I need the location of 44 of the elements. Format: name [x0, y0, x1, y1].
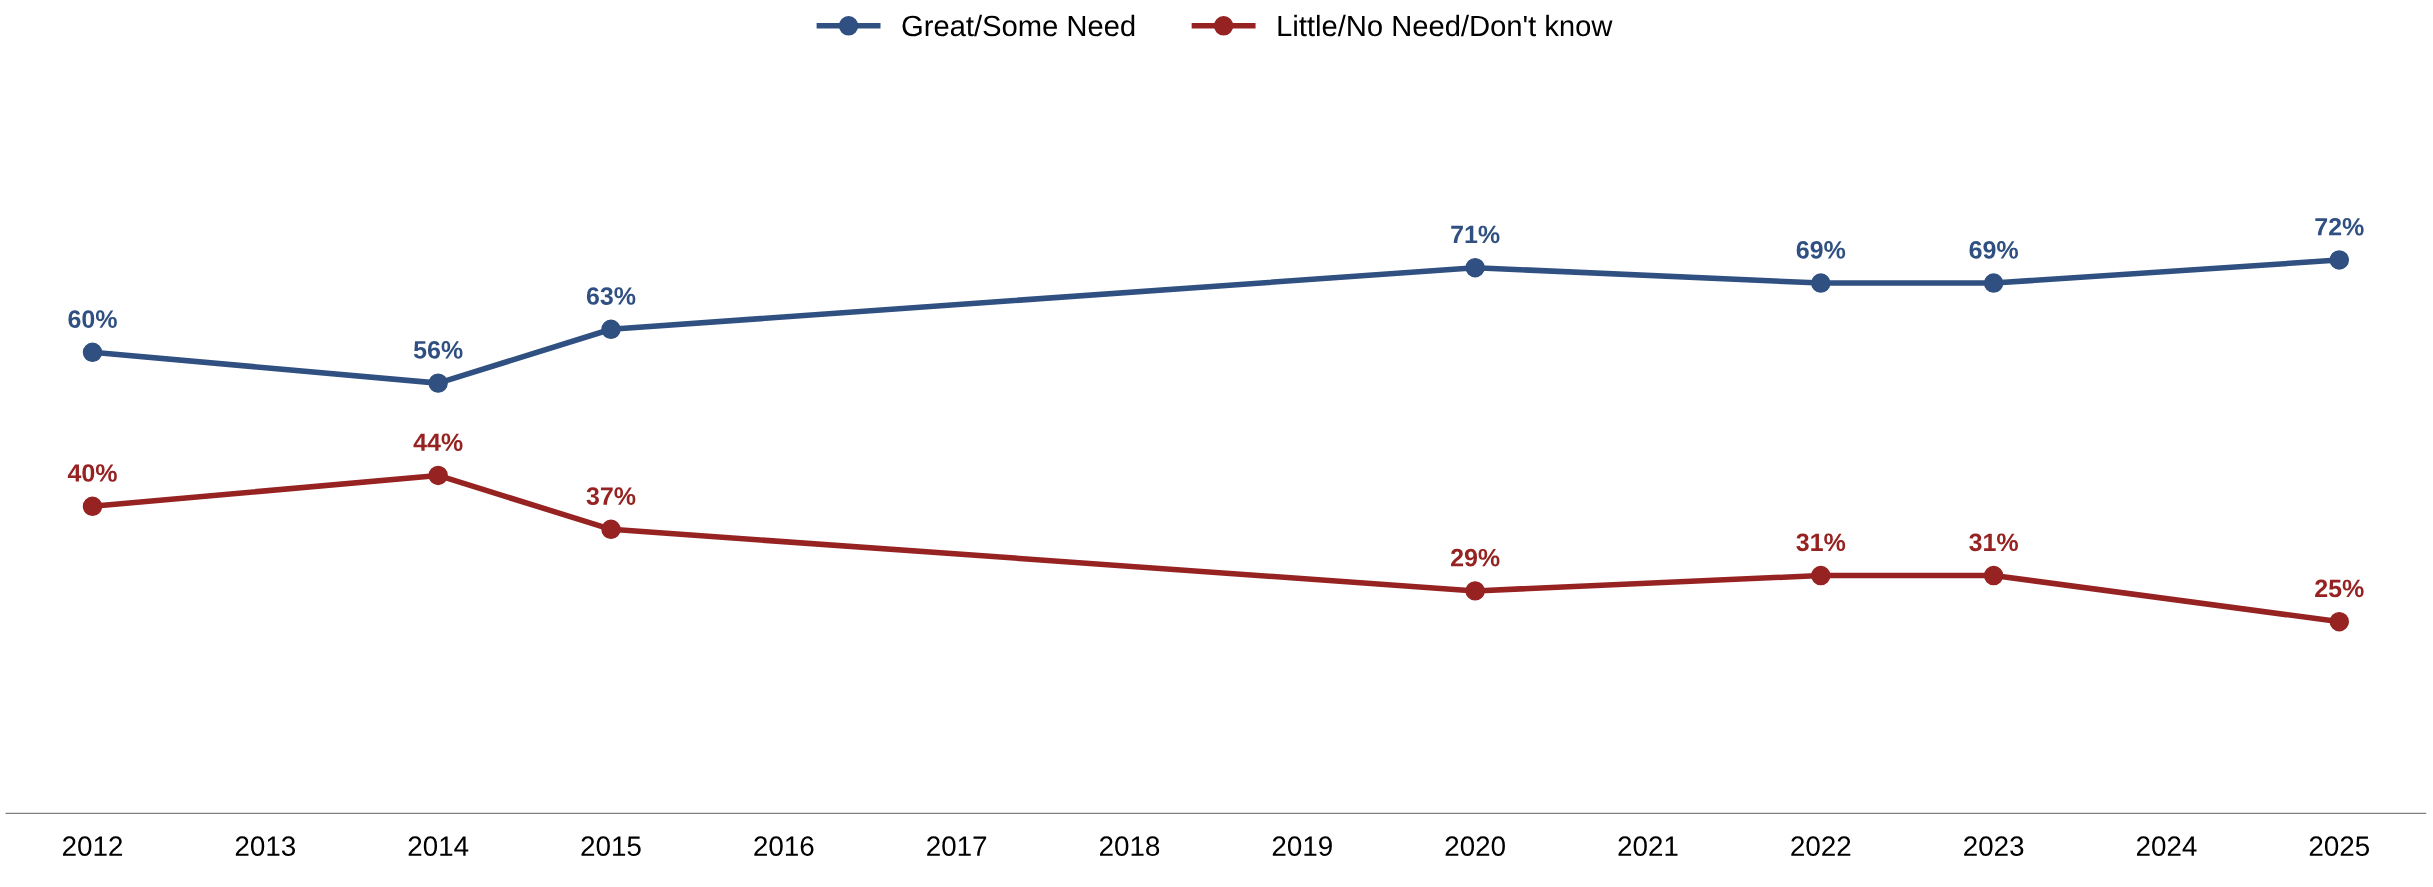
point	[428, 373, 448, 393]
x-tick-label: 2012	[63, 836, 122, 856]
point	[1983, 565, 2004, 586]
point	[2329, 250, 2350, 270]
x-tick-label: 2024	[2136, 836, 2197, 856]
data-label: 60%	[68, 310, 117, 328]
x-tick-label: 2017	[927, 836, 987, 856]
x-tick-label: 2014	[408, 836, 469, 856]
data-label: 25%	[2315, 579, 2364, 598]
data-label: 40%	[67, 464, 117, 482]
x-tick-label: 2020	[1445, 836, 1505, 856]
data-label: 29%	[1450, 548, 1500, 567]
point	[1983, 273, 2004, 293]
point	[1465, 257, 1485, 278]
data-label: 31%	[1796, 533, 1846, 552]
point	[82, 342, 103, 363]
data-label: 71%	[1451, 225, 1500, 244]
data-label: 63%	[586, 287, 636, 305]
data-label: 56%	[413, 341, 463, 359]
point	[2329, 611, 2350, 632]
point	[1811, 273, 1831, 293]
point	[82, 496, 103, 516]
x-tick-label: 2013	[235, 836, 296, 856]
data-label: 69%	[1969, 240, 2018, 259]
point	[601, 319, 621, 339]
data-label: 31%	[1969, 533, 2018, 552]
point	[601, 519, 621, 540]
legend-label: Little/No Need/Don't know	[1278, 14, 1613, 37]
legend-label: Great/Some Need	[902, 14, 1135, 37]
x-tick-label: 2016	[754, 836, 814, 856]
data-label: 44%	[413, 433, 463, 452]
point	[428, 465, 448, 486]
data-label: 69%	[1796, 240, 1846, 259]
x-tick-label: 2018	[1099, 836, 1160, 856]
data-label: 72%	[2315, 217, 2364, 236]
x-tick-label: 2022	[1791, 836, 1851, 856]
point	[1465, 581, 1485, 601]
x-tick-label: 2015	[581, 836, 641, 856]
x-tick-label: 2025	[2309, 836, 2370, 856]
x-tick-label: 2023	[1964, 836, 2024, 856]
data-label: 37%	[586, 487, 636, 505]
point	[1811, 565, 1831, 586]
x-tick-label: 2019	[1272, 836, 1332, 856]
x-tick-label: 2021	[1618, 836, 1678, 856]
